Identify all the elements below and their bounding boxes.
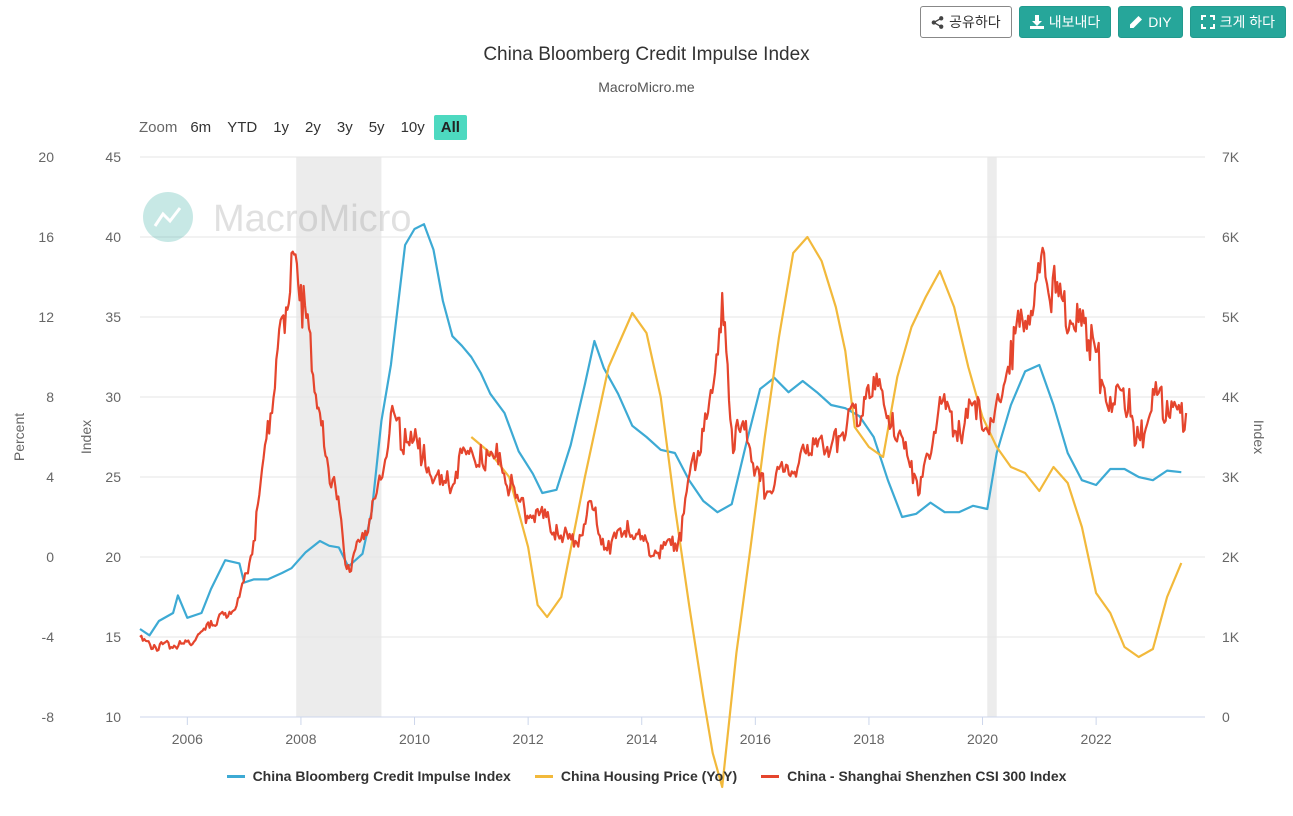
housing-series-line [470, 235, 1183, 789]
index-left-tick-label: 25 [105, 469, 121, 485]
series [139, 223, 1188, 789]
index-right-tick-label: 5K [1222, 309, 1240, 325]
share-button[interactable]: 공유하다 [920, 6, 1012, 38]
recession-band [987, 157, 997, 717]
share-icon [931, 15, 944, 29]
axes: -8 10 0 -4 15 1K 0 20 2K 4 25 3K 8 30 4K 12 35 5K 16 40 6K 20… [11, 149, 1267, 747]
chart-subtitle: MacroMicro.me [598, 79, 695, 95]
x-tick-label: 2014 [626, 731, 657, 747]
zoom-1y-button[interactable]: 1y [273, 119, 290, 136]
watermark: MacroMicro [143, 192, 411, 242]
index-left-tick-label: 15 [105, 629, 121, 645]
index-right-axis-title: Index [1251, 420, 1267, 454]
legend-label-housing: China Housing Price (YoY) [560, 768, 738, 784]
pencil-icon [1130, 16, 1143, 28]
csi300-series-line [139, 246, 1188, 652]
percent-tick-label: 12 [38, 309, 54, 325]
diy-button[interactable]: DIY [1118, 6, 1183, 38]
legend-label-impulse: China Bloomberg Credit Impulse Index [252, 768, 511, 784]
download-icon [1029, 15, 1044, 29]
legend-item-housing[interactable]: China Housing Price (YoY) [534, 768, 738, 784]
legend-swatch-impulse [226, 774, 245, 778]
index-left-tick-label: 10 [105, 709, 121, 725]
x-tick-label: 2006 [172, 731, 203, 747]
percent-tick-label: -4 [42, 629, 55, 645]
legend-label-csi300: China - Shanghai Shenzhen CSI 300 Index [787, 768, 1067, 784]
index-left-tick-label: 35 [105, 309, 121, 325]
legend-swatch-housing [534, 774, 553, 778]
zoom-3y-button[interactable]: 3y [336, 119, 353, 136]
watermark-logo-mark [153, 207, 182, 227]
index-right-tick-label: 7K [1222, 149, 1240, 165]
export-button[interactable]: 내보내다 [1018, 6, 1112, 38]
zoom-5y-button[interactable]: 5y [368, 119, 385, 136]
fullscreen-label: 크게 하다 [1219, 14, 1275, 30]
x-tick-label: 2010 [399, 731, 430, 747]
expand-icon [1200, 15, 1215, 29]
share-label: 공유하다 [949, 14, 1001, 30]
zoom-2y-button[interactable]: 2y [305, 119, 321, 136]
index-right-tick-label: 4K [1222, 389, 1240, 405]
percent-tick-label: 16 [38, 229, 54, 245]
zoom-6m-button[interactable]: 6m [190, 119, 212, 136]
zoom-selector: Zoom 6m YTD 1y 2y 3y 5y 10y All [139, 115, 469, 140]
index-left-tick-label: 45 [105, 149, 121, 165]
legend: China Bloomberg Credit Impulse Index Chi… [0, 768, 1293, 784]
x-tick-label: 2018 [853, 731, 884, 747]
percent-tick-label: 8 [46, 389, 54, 405]
chart-title: China Bloomberg Credit Impulse Index [483, 44, 810, 65]
index-left-tick-label: 20 [105, 549, 121, 565]
watermark-logo-icon [143, 192, 193, 242]
percent-tick-label: 20 [38, 149, 54, 165]
diy-label: DIY [1148, 14, 1172, 30]
index-right-tick-label: 0 [1222, 709, 1230, 725]
recession-shading [296, 157, 997, 717]
watermark-text: MacroMicro [213, 198, 411, 240]
percent-tick-label: 0 [46, 549, 54, 565]
percent-tick-label: -8 [42, 709, 55, 725]
x-tick-label: 2022 [1081, 731, 1112, 747]
index-left-tick-label: 40 [105, 229, 121, 245]
zoom-all-button[interactable]: All [433, 115, 467, 140]
x-tick-label: 2008 [285, 731, 316, 747]
percent-axis-title: Percent [11, 413, 27, 461]
grid-lines [140, 156, 1205, 718]
index-right-tick-label: 2K [1222, 549, 1240, 565]
index-right-tick-label: 6K [1222, 229, 1240, 245]
export-label: 내보내다 [1048, 14, 1101, 30]
impulse-series-line [139, 223, 1182, 637]
x-tick-label: 2012 [513, 731, 544, 747]
legend-swatch-csi300 [761, 774, 780, 778]
recession-band [296, 157, 382, 717]
fullscreen-button[interactable]: 크게 하다 [1189, 6, 1286, 38]
zoom-10y-button[interactable]: 10y [400, 119, 425, 136]
index-right-tick-label: 1K [1222, 629, 1240, 645]
x-tick-label: 2016 [740, 731, 771, 747]
index-left-tick-label: 30 [105, 389, 121, 405]
legend-item-csi300[interactable]: China - Shanghai Shenzhen CSI 300 Index [761, 768, 1066, 784]
x-tick-label: 2020 [967, 731, 998, 747]
index-left-axis-title: Index [78, 420, 94, 454]
legend-item-impulse[interactable]: China Bloomberg Credit Impulse Index [226, 768, 511, 784]
percent-tick-label: 4 [46, 469, 54, 485]
toolbar: 공유하다 내보내다 DIY 크게 하다 [920, 6, 1286, 38]
zoom-ytd-button[interactable]: YTD [227, 119, 258, 136]
zoom-label: Zoom [139, 119, 178, 136]
index-right-tick-label: 3K [1222, 469, 1240, 485]
